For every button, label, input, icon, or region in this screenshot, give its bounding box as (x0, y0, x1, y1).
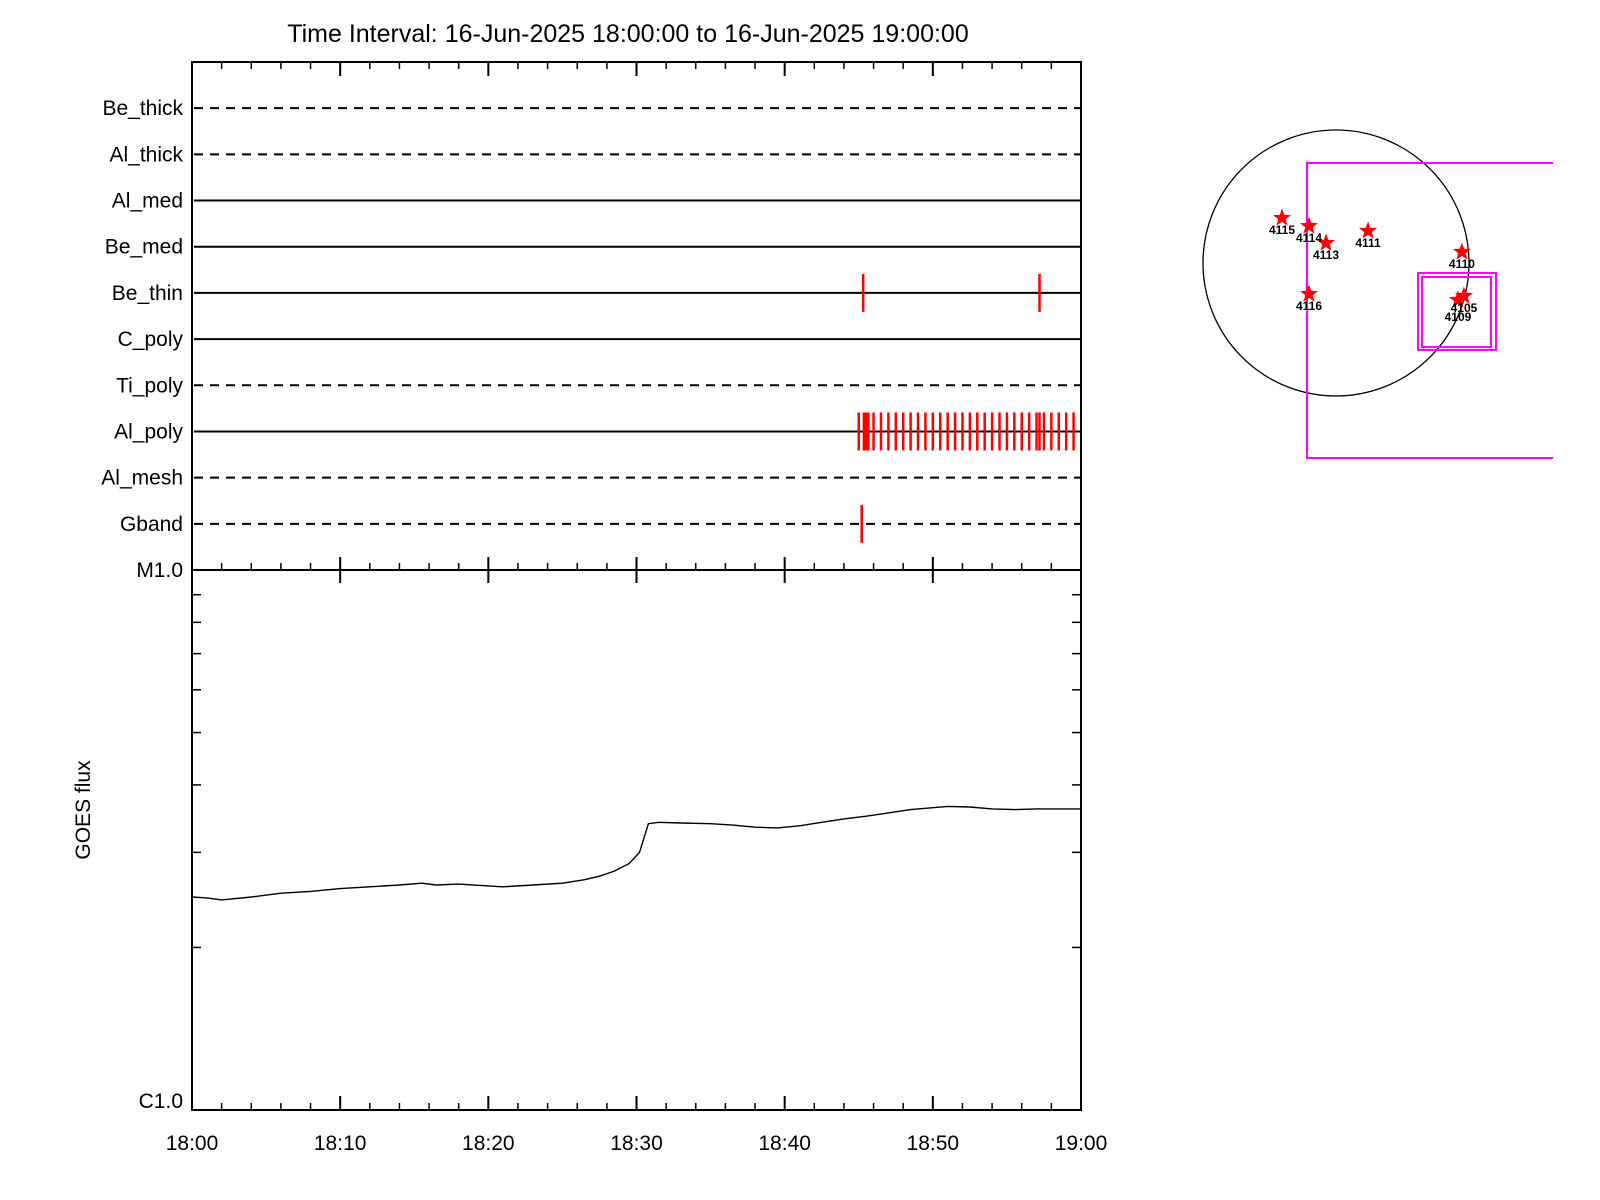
filter-row-label-Be_med: Be_med (105, 236, 183, 259)
plot-title: Time Interval: 16-Jun-2025 18:00:00 to 1… (287, 20, 968, 48)
fov-box-small-fov-outer (1417, 271, 1497, 351)
ar-label-4116: 4116 (1296, 299, 1322, 313)
time-axis-label: 18:00 (166, 1132, 219, 1155)
time-axis-label: 19:00 (1055, 1132, 1108, 1155)
goes-flux-panel: 18:00 18:10 18:20 18:30 18:40 18:50 19:00 (166, 569, 1108, 1155)
filter-row-label-Gband: Gband (120, 513, 183, 536)
filter-timeline-panel: Be_thick Al_thick Al_med Be_med Be_thin C_pol… (101, 61, 1082, 583)
filter-row-label-Be_thick: Be_thick (102, 97, 183, 120)
time-axis-label: 18:30 (610, 1132, 663, 1155)
time-axis-label: 18:10 (314, 1132, 367, 1155)
goes-ybottom-label: C1.0 (139, 1090, 183, 1113)
ar-star-4114 (1300, 216, 1318, 234)
filter-row-label-C_poly: C_poly (118, 328, 184, 351)
ar-label-4114: 4114 (1296, 231, 1322, 245)
timeline-panel-border (191, 61, 1082, 571)
filter-row-label-Al_med: Al_med (112, 190, 183, 213)
filter-row-label-Ti_poly: Ti_poly (116, 374, 183, 397)
ar-star-4113 (1317, 233, 1336, 251)
ar-label-4113: 4113 (1313, 248, 1339, 262)
ar-label-4110: 4110 (1449, 257, 1475, 271)
filter-row-label-Al_poly: Al_poly (114, 420, 183, 443)
ar-label-4109: 4109 (1445, 310, 1472, 324)
time-axis-label: 18:40 (758, 1132, 811, 1155)
ar-star-4115 (1273, 208, 1291, 226)
goes-ytop-label: M1.0 (136, 559, 183, 582)
fov-box-large-fov (1306, 161, 1554, 459)
ar-label-4105: 4105 (1451, 301, 1478, 315)
goes-ylabel: GOES flux (72, 760, 95, 860)
ar-label-4115: 4115 (1269, 223, 1295, 237)
ar-star-4116 (1300, 284, 1318, 302)
time-axis-label: 18:20 (462, 1132, 515, 1155)
fov-box-small-fov-inner (1421, 275, 1492, 349)
ar-star-4105 (1454, 286, 1473, 304)
ar-star-4110 (1452, 242, 1471, 260)
filter-row-label-Al_thick: Al_thick (109, 143, 183, 166)
filter-row-label-Be_thin: Be_thin (112, 282, 183, 305)
filter-row-label-Al_mesh: Al_mesh (101, 467, 183, 490)
solar-limb-circle (1202, 129, 1470, 397)
time-axis-label: 18:50 (907, 1132, 960, 1155)
goes-flux-curve (191, 805, 1081, 901)
ar-label-4111: 4111 (1355, 236, 1381, 250)
goes-panel-border (191, 569, 1082, 1111)
ar-star-4111 (1359, 221, 1378, 239)
ar-star-4109 (1448, 290, 1467, 308)
